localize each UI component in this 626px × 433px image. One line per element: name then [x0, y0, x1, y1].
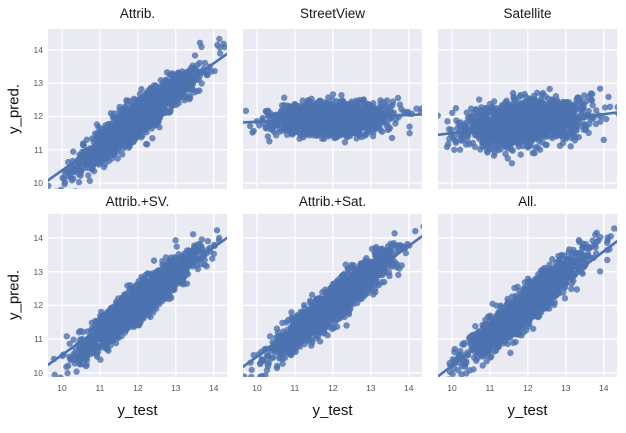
x-tick-label: 13 — [366, 383, 376, 393]
x-axis-label-col3: y_test — [507, 402, 548, 419]
x-tick-label: 10 — [447, 383, 457, 393]
y-tick-label: 13 — [33, 78, 43, 89]
scatter-panel-all — [438, 214, 617, 377]
scatter-panel-attrib-sat — [243, 214, 422, 377]
x-axis-label-col1: y_test — [117, 402, 158, 419]
y-tick-label: 12 — [33, 300, 43, 311]
x-axis-label-col2: y_test — [312, 402, 353, 419]
x-tick-label: 11 — [95, 383, 105, 393]
panel-title-satellite: Satellite — [503, 6, 552, 21]
x-tick-label: 10 — [252, 383, 262, 393]
y-tick-label: 11 — [34, 144, 43, 155]
panel-title-attrib-sv: Attrib.+SV. — [105, 194, 170, 209]
x-tick-label: 12 — [328, 383, 338, 393]
panel-title-all: All. — [518, 194, 537, 209]
x-tick-label: 13 — [561, 383, 571, 393]
x-tick-label: 12 — [523, 383, 533, 393]
x-tick-label: 13 — [171, 383, 181, 393]
scatter-panel-streetview — [243, 29, 422, 189]
panel-title-streetview: StreetView — [299, 6, 366, 21]
scatter-panel-satellite — [438, 29, 617, 189]
y-tick-label: 11 — [34, 334, 43, 345]
y-tick-label: 14 — [33, 44, 43, 55]
x-tick-label: 14 — [208, 383, 219, 393]
x-tick-label: 12 — [133, 383, 143, 393]
x-tick-label: 11 — [290, 383, 300, 393]
panel-title-attrib-sat: Attrib.+Sat. — [298, 194, 367, 209]
y-tick-label: 10 — [33, 367, 43, 378]
x-tick-label: 11 — [485, 383, 495, 393]
y-tick-label: 13 — [33, 266, 43, 277]
y-axis-label-row2: y_pred. — [5, 269, 23, 321]
y-tick-label: 10 — [33, 178, 43, 188]
scatter-panel-attrib — [48, 29, 227, 189]
scatter-panel-attrib-sv — [48, 214, 227, 377]
x-tick-label: 14 — [403, 383, 414, 393]
panel-title-attrib: Attrib. — [119, 6, 156, 21]
y-tick-label: 14 — [33, 232, 43, 243]
y-axis-label-row1: y_pred. — [5, 83, 23, 135]
x-tick-label: 14 — [598, 383, 609, 393]
x-tick-label: 10 — [57, 383, 67, 393]
y-tick-label: 12 — [33, 111, 43, 122]
